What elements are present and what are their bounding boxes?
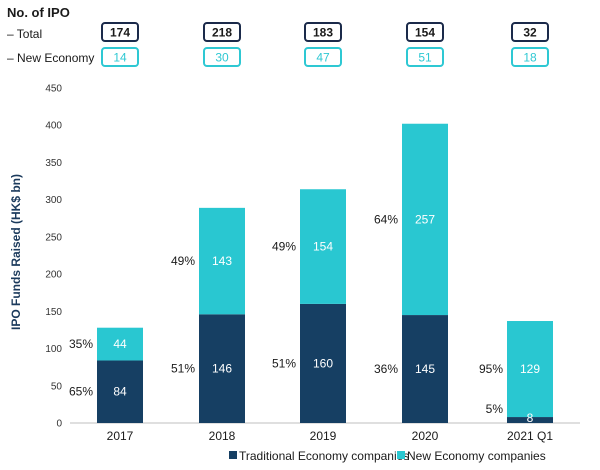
new-economy-count-box <box>511 47 549 67</box>
pct-label-traditional: 5% <box>486 402 504 416</box>
x-tick-label: 2019 <box>310 429 337 443</box>
x-tick-label: 2018 <box>209 429 236 443</box>
legend-swatch-new-economy <box>397 451 405 459</box>
bar-value-label-new-economy: 44 <box>113 337 127 351</box>
new-economy-count-value: 30 <box>215 51 229 65</box>
bar-traditional-2021-q1 <box>507 417 553 423</box>
bar-value-label-new-economy: 257 <box>415 212 435 226</box>
ipo-count-boxes: 174 14 218 30 183 47 154 51 32 18 <box>101 22 549 67</box>
bar-new-economy-2021-q1 <box>507 321 553 418</box>
bar-value-label-traditional: 145 <box>415 362 435 376</box>
bar-new-economy-2018 <box>199 207 245 315</box>
total-count-box <box>406 22 444 42</box>
bar-value-label-new-economy: 129 <box>520 362 540 376</box>
y-axis-title: IPO Funds Raised (HK$ bn) <box>9 174 23 330</box>
x-axis-labels: 2017 2018 2019 2020 2021 Q1 <box>107 429 554 443</box>
total-row-label: – Total <box>7 27 42 41</box>
new-economy-count-box <box>203 47 241 67</box>
bar-value-label-traditional: 146 <box>212 362 232 376</box>
y-tick-label: 350 <box>45 158 62 169</box>
new-economy-count-value: 47 <box>316 51 330 65</box>
bar-value-label-new-economy: 143 <box>212 254 232 268</box>
pct-label-new-economy: 95% <box>479 362 503 376</box>
pct-label-new-economy: 35% <box>69 337 93 351</box>
pct-label-traditional: 51% <box>171 362 195 376</box>
total-count-box <box>304 22 342 42</box>
y-tick-label: 400 <box>45 121 62 132</box>
legend-label-traditional: Traditional Economy companies <box>239 449 409 463</box>
x-tick-label: 2021 Q1 <box>507 429 553 443</box>
bar-new-economy-2020 <box>402 123 448 316</box>
ipo-table-title: No. of IPO <box>7 5 70 20</box>
total-count-box <box>203 22 241 42</box>
legend-label-new-economy: New Economy companies <box>407 449 546 463</box>
new-economy-count-box <box>101 47 139 67</box>
y-tick-label: 250 <box>45 232 62 243</box>
new-economy-count-box <box>406 47 444 67</box>
bar-series: 84 44 65% 35% 146 143 51% 49% 160 154 51% 49% 145 257… <box>69 123 553 425</box>
bar-value-label-new-economy: 154 <box>313 240 333 254</box>
y-tick-label: 100 <box>45 344 62 355</box>
bar-value-label-traditional: 84 <box>113 385 127 399</box>
legend-swatch-traditional <box>229 451 237 459</box>
total-count-value: 183 <box>313 26 333 40</box>
x-tick-label: 2017 <box>107 429 134 443</box>
new-economy-count-box <box>304 47 342 67</box>
bar-traditional-2017 <box>97 360 143 423</box>
total-count-value: 32 <box>523 26 537 40</box>
y-tick-label: 450 <box>45 84 62 95</box>
pct-label-traditional: 36% <box>374 362 398 376</box>
y-tick-label: 50 <box>51 381 63 392</box>
bar-new-economy-2017 <box>97 327 143 361</box>
y-tick-label: 0 <box>56 419 62 430</box>
y-tick-label: 300 <box>45 195 62 206</box>
pct-label-traditional: 65% <box>69 385 93 399</box>
pct-label-new-economy: 49% <box>171 254 195 268</box>
y-tick-label: 200 <box>45 270 62 281</box>
legend: Traditional Economy companies New Econom… <box>229 449 546 463</box>
pct-label-new-economy: 64% <box>374 212 398 226</box>
bar-traditional-2018 <box>199 314 245 423</box>
y-axis-ticks: 0 50 100 150 200 250 300 350 400 450 <box>45 84 62 430</box>
bar-traditional-2019 <box>300 303 346 423</box>
bar-value-label-traditional: 160 <box>313 356 333 370</box>
y-tick-label: 150 <box>45 307 62 318</box>
total-count-box <box>101 22 139 42</box>
bar-new-economy-2019 <box>300 189 346 304</box>
total-count-value: 218 <box>212 26 232 40</box>
total-count-value: 154 <box>415 26 435 40</box>
new-economy-row-label: – New Economy <box>7 51 94 65</box>
total-count-value: 174 <box>110 26 130 40</box>
pct-label-traditional: 51% <box>272 356 296 370</box>
bar-traditional-2020 <box>402 315 448 423</box>
new-economy-count-value: 18 <box>523 51 537 65</box>
pct-label-new-economy: 49% <box>272 240 296 254</box>
bar-value-label-traditional: 8 <box>527 411 534 425</box>
x-tick-label: 2020 <box>412 429 439 443</box>
new-economy-count-value: 51 <box>418 51 432 65</box>
total-count-box <box>511 22 549 42</box>
new-economy-count-value: 14 <box>113 51 127 65</box>
